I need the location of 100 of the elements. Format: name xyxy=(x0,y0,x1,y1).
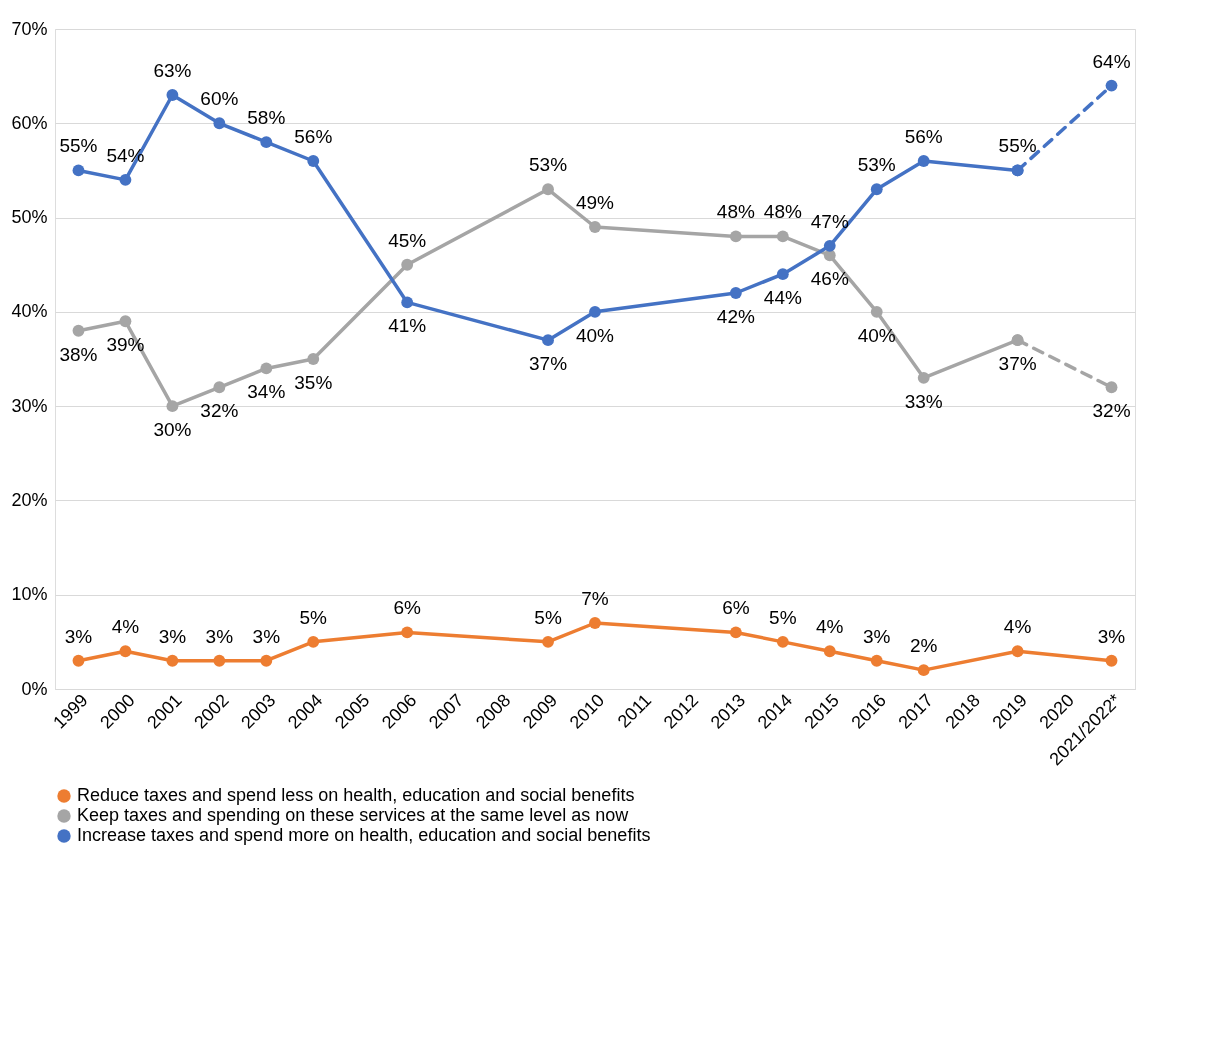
data-label: 3% xyxy=(863,625,891,647)
data-label: 30% xyxy=(153,419,192,441)
point xyxy=(823,239,836,252)
point xyxy=(1105,79,1118,92)
data-label: 46% xyxy=(810,268,849,290)
data-label: 48% xyxy=(716,201,755,223)
point xyxy=(589,305,601,318)
data-label: 40% xyxy=(857,324,896,346)
point xyxy=(917,664,930,677)
y-tick-label: 20% xyxy=(11,489,48,510)
data-label: 64% xyxy=(1092,50,1131,72)
point xyxy=(870,305,883,318)
point xyxy=(401,626,414,639)
point xyxy=(72,654,85,667)
point xyxy=(729,287,742,299)
point xyxy=(119,173,132,186)
data-label: 55% xyxy=(59,135,98,157)
point xyxy=(1105,381,1118,394)
data-label: 53% xyxy=(529,154,568,176)
legend-label: Increase taxes and spend more on health, education and social benefits xyxy=(77,825,651,845)
point xyxy=(307,353,320,365)
point xyxy=(401,296,414,309)
point xyxy=(776,230,789,243)
data-label: 5% xyxy=(299,606,328,628)
point xyxy=(260,654,273,667)
data-label: 60% xyxy=(200,88,239,110)
point xyxy=(1105,654,1118,667)
point xyxy=(870,183,883,196)
data-label: 40% xyxy=(575,324,615,346)
y-tick-label: 70% xyxy=(11,18,48,39)
data-label: 3% xyxy=(158,625,187,647)
point xyxy=(166,400,179,413)
data-label: 53% xyxy=(857,154,896,176)
point xyxy=(72,324,85,337)
point xyxy=(72,164,85,177)
point xyxy=(119,645,132,658)
point xyxy=(776,268,789,281)
data-label: 32% xyxy=(1092,400,1131,422)
data-label: 63% xyxy=(153,60,192,81)
data-label: 37% xyxy=(529,353,568,375)
data-label: 3% xyxy=(252,625,281,647)
data-label: 3% xyxy=(205,625,234,647)
point xyxy=(166,654,179,667)
point xyxy=(589,617,601,629)
y-tick-label: 30% xyxy=(11,395,48,416)
point xyxy=(729,230,742,243)
point xyxy=(917,155,930,167)
data-label: 58% xyxy=(247,107,286,129)
data-label: 35% xyxy=(294,372,333,393)
point xyxy=(166,89,179,101)
point xyxy=(729,626,742,639)
point xyxy=(213,654,226,667)
y-tick-label: 10% xyxy=(11,584,48,605)
legend-label: Keep taxes and spending on these services at the same level as now xyxy=(77,805,630,825)
point xyxy=(870,654,883,667)
y-tick-label: 50% xyxy=(11,207,48,228)
point xyxy=(589,221,601,233)
y-tick-label: 40% xyxy=(11,301,48,322)
point xyxy=(776,635,789,648)
data-label: 32% xyxy=(200,400,239,422)
point xyxy=(1011,645,1024,658)
legend-label: Reduce taxes and spend less on health, education and social benefits xyxy=(77,785,635,805)
data-label: 4% xyxy=(1003,616,1032,638)
data-label: 3% xyxy=(64,625,93,647)
point xyxy=(213,117,226,130)
data-label: 6% xyxy=(722,597,750,619)
data-label: 33% xyxy=(904,390,943,412)
point xyxy=(260,362,273,375)
point xyxy=(119,315,132,328)
data-label: 42% xyxy=(716,306,755,327)
data-label: 3% xyxy=(1097,625,1126,647)
point xyxy=(401,258,414,271)
data-label: 48% xyxy=(763,201,802,223)
point xyxy=(307,635,320,648)
point xyxy=(260,136,273,149)
data-label: 2% xyxy=(909,635,938,657)
point xyxy=(1011,334,1024,347)
point xyxy=(213,381,226,394)
data-label: 6% xyxy=(393,597,422,619)
data-label: 4% xyxy=(111,616,140,638)
data-label: 45% xyxy=(388,229,427,251)
point xyxy=(1011,164,1024,177)
point xyxy=(917,371,930,384)
point xyxy=(542,334,554,347)
data-label: 38% xyxy=(59,343,98,365)
data-label: 4% xyxy=(816,616,844,638)
y-tick-label: 60% xyxy=(11,112,48,133)
y-tick-label: 0% xyxy=(21,678,48,699)
data-label: 5% xyxy=(769,606,797,628)
data-label: 34% xyxy=(247,381,286,403)
point xyxy=(823,645,836,658)
point xyxy=(542,183,554,196)
data-label: 5% xyxy=(534,606,562,628)
data-label: 55% xyxy=(998,135,1037,157)
data-label: 49% xyxy=(575,192,615,213)
point xyxy=(307,155,320,167)
data-label: 39% xyxy=(106,334,145,356)
data-label: 56% xyxy=(294,126,333,147)
data-label: 47% xyxy=(810,210,849,232)
data-label: 7% xyxy=(581,588,609,609)
